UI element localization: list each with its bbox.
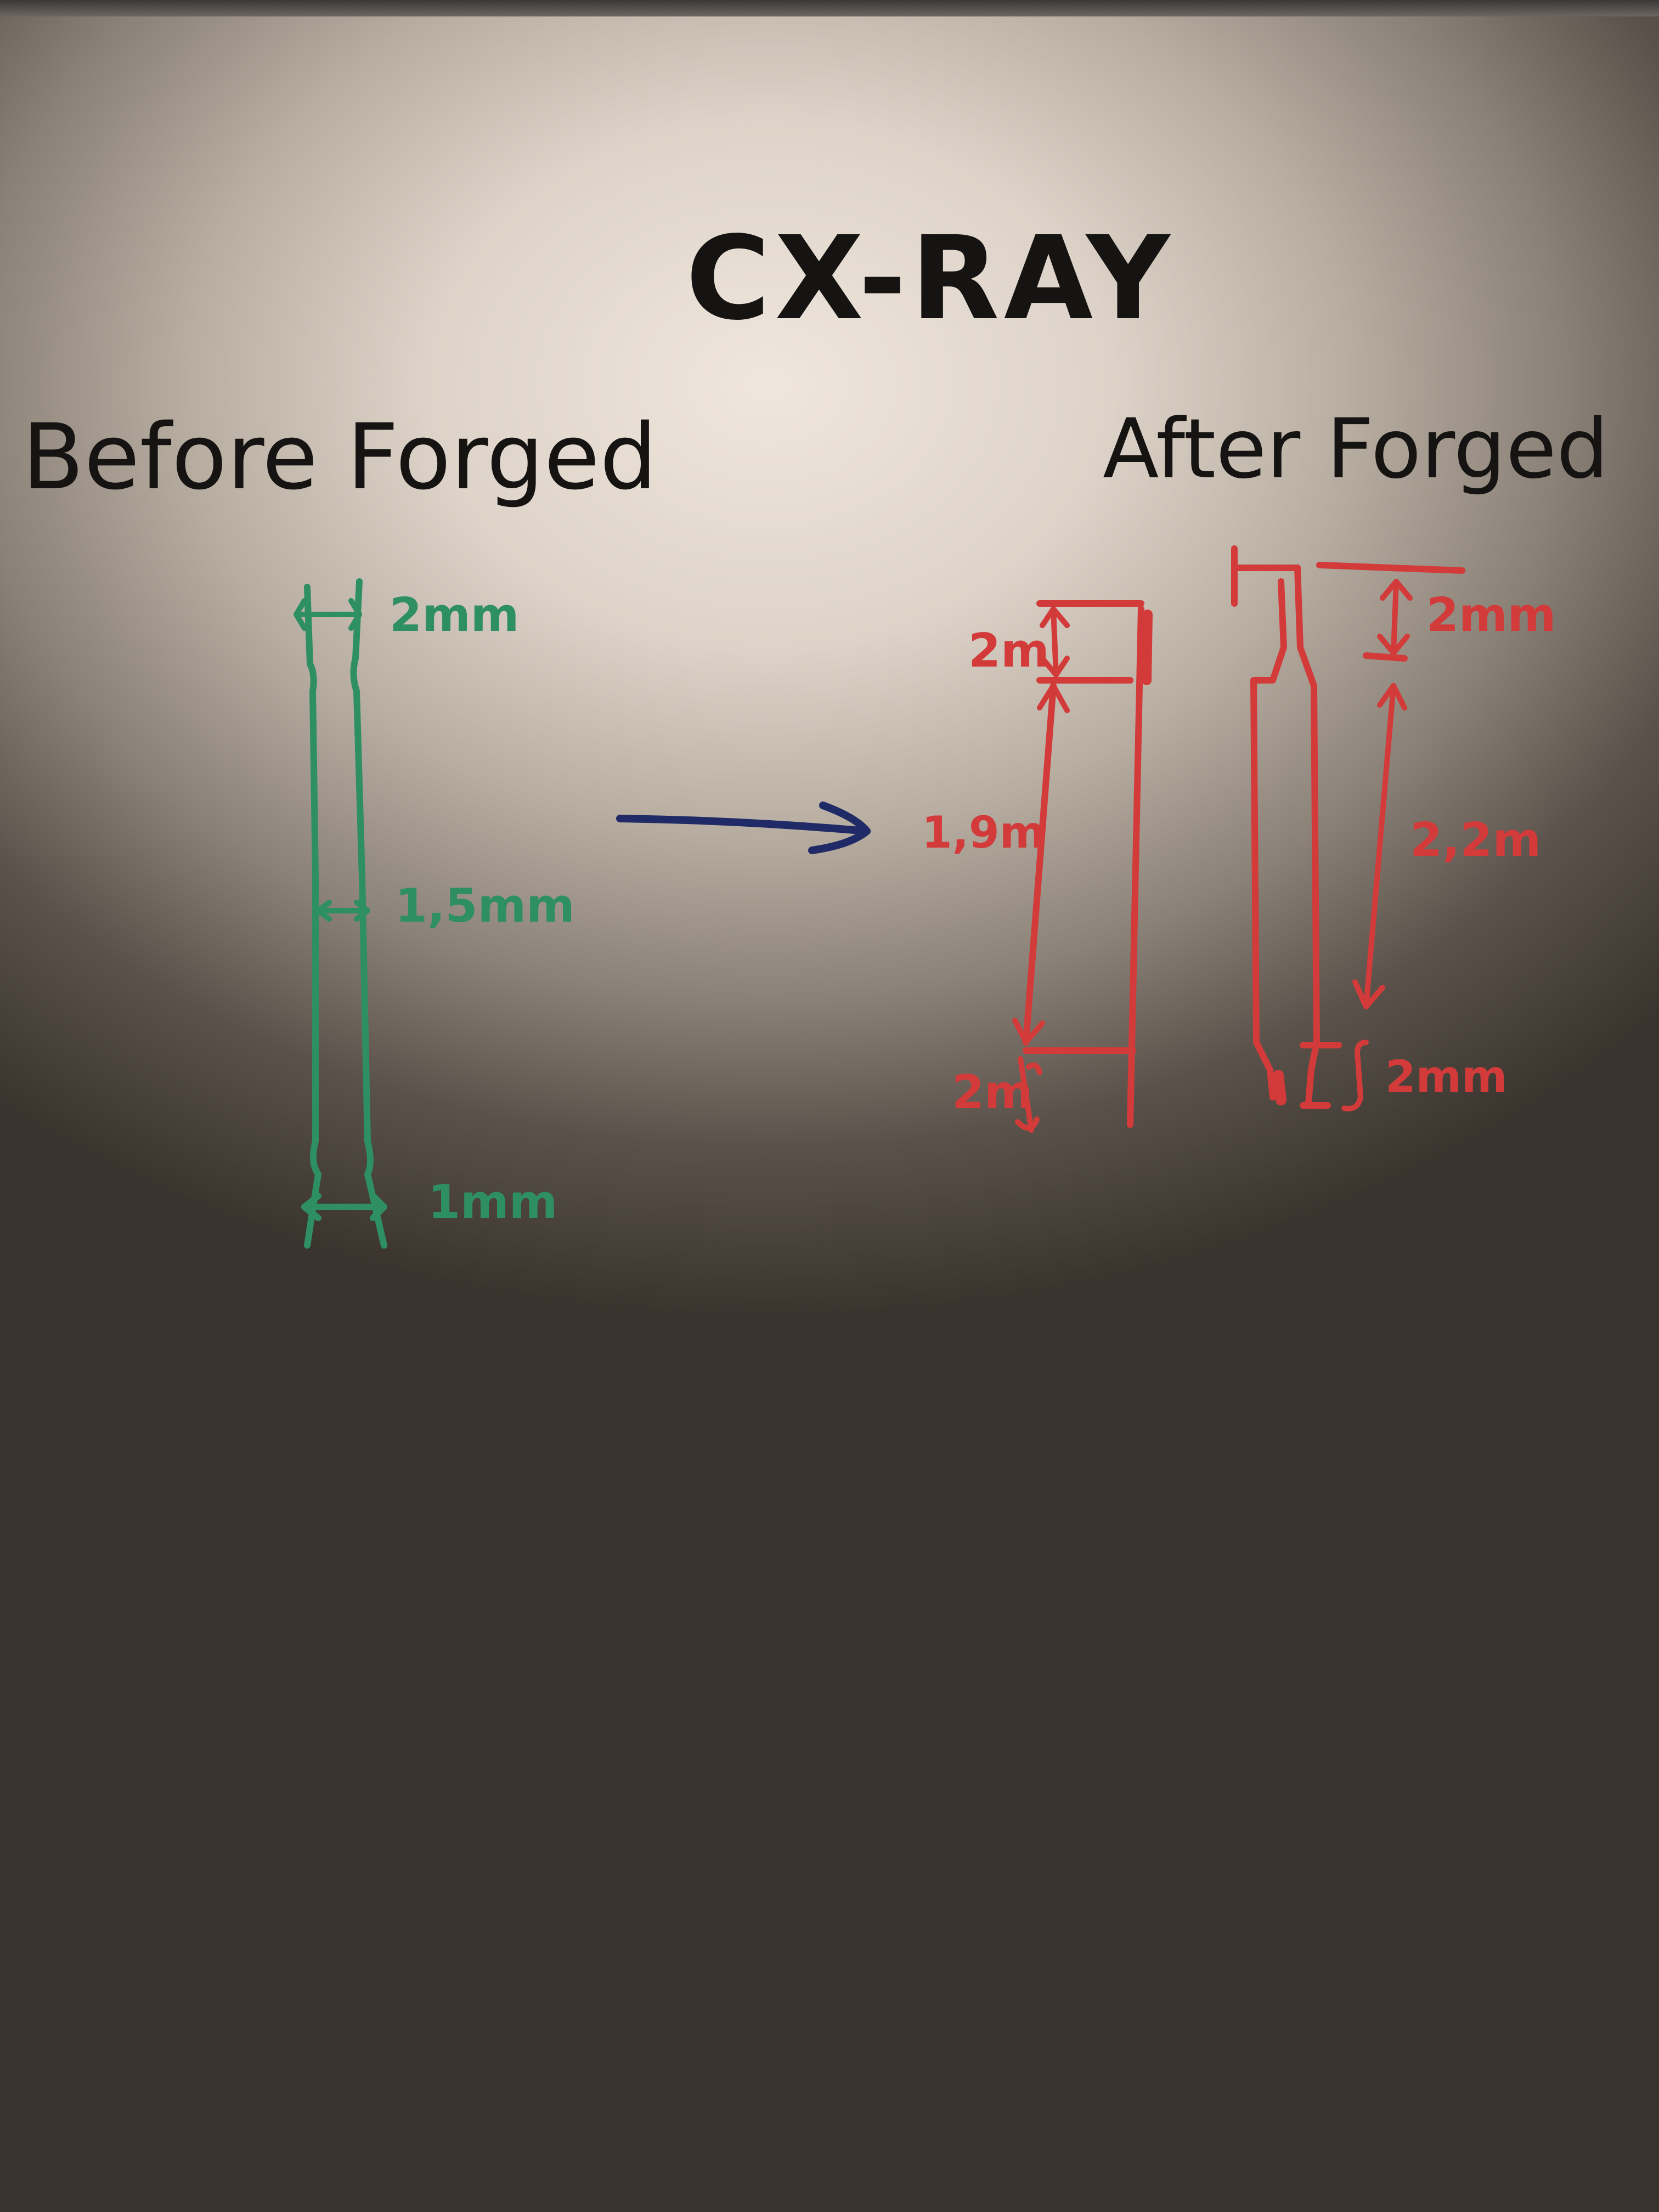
title: CX-RAY [686,211,1174,346]
before-dim-bottom: 1mm [428,1175,557,1229]
after-left-dim-top: 2m [968,624,1049,678]
before-heading: Before Forged [22,404,657,510]
after-right-dim-bottom: 2mm [1385,1051,1507,1102]
before-dim-middle: 1,5mm [395,879,575,933]
after-right-specimen [1231,545,1465,1111]
after-heading: After Forged [1103,402,1609,497]
after-right-dim-top: 2mm [1426,588,1556,642]
before-dim-top: 2mm [390,588,519,642]
after-right-dim-middle: 2,2m [1410,813,1541,867]
after-left-dim-bottom: 2m [952,1065,1033,1120]
before-specimen [294,578,387,1249]
after-left-specimen [1012,600,1153,1133]
transformation-arrow [616,802,871,854]
after-left-dim-middle: 1,9m [922,807,1045,858]
